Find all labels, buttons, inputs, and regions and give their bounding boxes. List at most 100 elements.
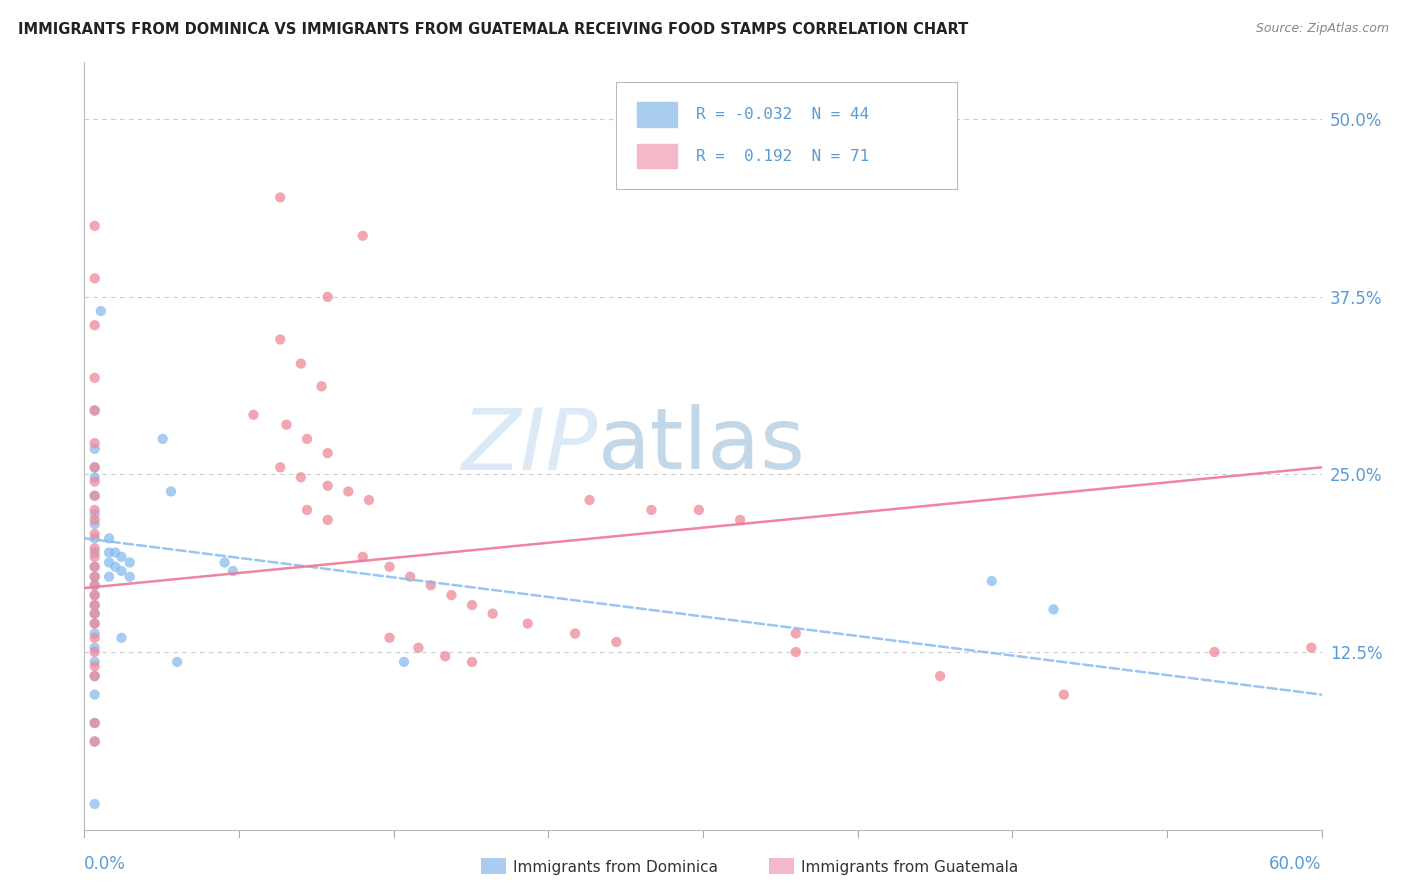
Point xyxy=(118,556,141,570)
Point xyxy=(728,513,751,527)
Point xyxy=(83,318,105,333)
Point xyxy=(980,574,1002,588)
Point xyxy=(83,688,105,702)
Point xyxy=(352,549,374,564)
Point xyxy=(83,734,105,748)
Point xyxy=(83,570,105,584)
Point xyxy=(166,655,188,669)
Point xyxy=(295,503,318,517)
Point xyxy=(83,598,105,612)
Point xyxy=(83,716,105,731)
Point xyxy=(90,304,112,318)
Point xyxy=(83,517,105,532)
Text: Immigrants from Guatemala: Immigrants from Guatemala xyxy=(801,860,1019,874)
Point xyxy=(378,559,401,574)
Point xyxy=(104,559,127,574)
Point xyxy=(316,290,339,304)
Point xyxy=(83,616,105,631)
Text: IMMIGRANTS FROM DOMINICA VS IMMIGRANTS FROM GUATEMALA RECEIVING FOOD STAMPS CORR: IMMIGRANTS FROM DOMINICA VS IMMIGRANTS F… xyxy=(18,22,969,37)
Point xyxy=(83,645,105,659)
Point xyxy=(785,626,807,640)
Point xyxy=(1053,688,1076,702)
Point xyxy=(83,436,105,450)
Point xyxy=(83,403,105,417)
Point xyxy=(83,578,105,592)
Point xyxy=(399,570,422,584)
Point xyxy=(83,616,105,631)
Point xyxy=(83,655,105,669)
Point xyxy=(83,545,105,559)
Point xyxy=(222,564,245,578)
Point xyxy=(83,489,105,503)
Point xyxy=(276,417,298,432)
Point xyxy=(290,357,312,371)
Point xyxy=(269,190,291,204)
Point xyxy=(83,559,105,574)
Point xyxy=(242,408,264,422)
Point xyxy=(110,564,132,578)
Point xyxy=(481,607,503,621)
Point xyxy=(392,655,415,669)
Point xyxy=(83,489,105,503)
Point xyxy=(578,493,600,508)
Point xyxy=(98,532,121,546)
Point xyxy=(83,659,105,673)
Point xyxy=(83,541,105,556)
Point xyxy=(83,578,105,592)
Point xyxy=(152,432,174,446)
Point xyxy=(83,559,105,574)
FancyBboxPatch shape xyxy=(637,103,678,127)
Point xyxy=(357,493,380,508)
Point xyxy=(295,432,318,446)
Point xyxy=(419,578,441,592)
Point xyxy=(83,513,105,527)
Point xyxy=(83,797,105,811)
Point xyxy=(1042,602,1064,616)
Point xyxy=(110,631,132,645)
Point xyxy=(83,598,105,612)
Text: atlas: atlas xyxy=(598,404,806,488)
Point xyxy=(1301,640,1323,655)
Text: R = -0.032  N = 44: R = -0.032 N = 44 xyxy=(696,107,869,122)
Point xyxy=(640,503,662,517)
Point xyxy=(83,607,105,621)
Text: ZIP: ZIP xyxy=(461,404,598,488)
Point xyxy=(352,228,374,243)
Point xyxy=(785,645,807,659)
Point xyxy=(337,484,360,499)
Point xyxy=(461,598,484,612)
Text: Immigrants from Dominica: Immigrants from Dominica xyxy=(513,860,718,874)
Point xyxy=(83,716,105,731)
Text: 0.0%: 0.0% xyxy=(84,855,127,873)
Point xyxy=(440,588,463,602)
Text: Source: ZipAtlas.com: Source: ZipAtlas.com xyxy=(1256,22,1389,36)
Point xyxy=(104,545,127,559)
Point xyxy=(83,734,105,748)
Point xyxy=(83,669,105,683)
Point xyxy=(1204,645,1226,659)
Point xyxy=(83,532,105,546)
Point xyxy=(311,379,333,393)
Point xyxy=(564,626,586,640)
Point xyxy=(83,470,105,484)
Point xyxy=(408,640,430,655)
Point xyxy=(316,479,339,493)
Point xyxy=(98,556,121,570)
Point xyxy=(605,635,627,649)
Point xyxy=(83,588,105,602)
Point xyxy=(290,470,312,484)
Point xyxy=(83,460,105,475)
Point xyxy=(83,640,105,655)
Point xyxy=(434,649,457,664)
Text: R =  0.192  N = 71: R = 0.192 N = 71 xyxy=(696,149,869,163)
Point xyxy=(83,503,105,517)
Point xyxy=(83,631,105,645)
Point xyxy=(83,507,105,521)
Point xyxy=(110,549,132,564)
Point xyxy=(269,333,291,347)
FancyBboxPatch shape xyxy=(637,144,678,169)
Point xyxy=(83,588,105,602)
Point xyxy=(83,626,105,640)
Point xyxy=(118,570,141,584)
Point xyxy=(160,484,183,499)
